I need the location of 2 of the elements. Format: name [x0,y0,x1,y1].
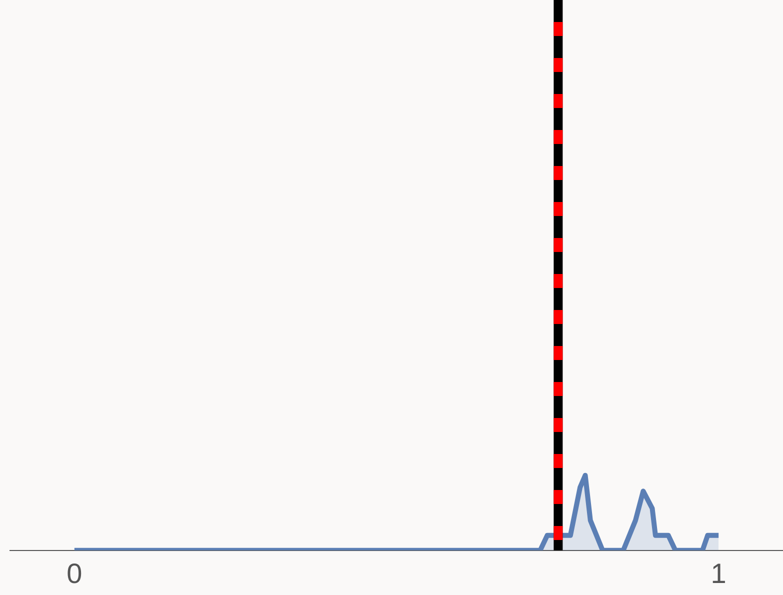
x-tick-label: 0 [66,558,82,589]
x-tick-label: 1 [710,558,726,589]
